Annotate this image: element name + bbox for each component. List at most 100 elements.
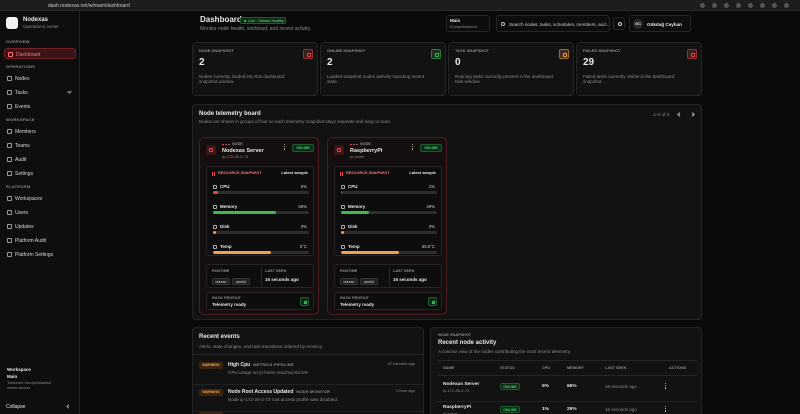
theme-button[interactable]: [613, 17, 625, 30]
nav-item[interactable]: Updates: [4, 221, 76, 232]
resource-sample: Latest sample: [409, 170, 436, 175]
row-last-seen: 16 seconds ago: [605, 384, 637, 389]
metric-bar: [341, 231, 344, 234]
nav-label: Users: [15, 209, 29, 216]
collapse-chevron: [66, 404, 71, 409]
metric-track: [341, 251, 437, 254]
metric-track: [341, 231, 437, 234]
nav-item[interactable]: Events: [4, 101, 76, 112]
activity-eyebrow: NODE SNAPSHOT: [438, 333, 472, 337]
rack-icon: [428, 297, 437, 306]
rack-glyph: [431, 300, 435, 304]
metric-bar-decor: [213, 251, 271, 254]
row-action-dot[interactable]: [665, 406, 667, 408]
search-placeholder: Search nodes, tasks, schedules, members,…: [509, 21, 610, 27]
event-source: NODE MONITOR: [296, 388, 331, 394]
metric-icon: [341, 204, 345, 209]
metric-icon: [213, 184, 217, 189]
row-last-seen: 16 seconds ago: [605, 407, 637, 412]
nav-item[interactable]: Settings: [4, 168, 76, 179]
brand-name: Nodexas: [23, 17, 49, 23]
row-cpu: 5%: [542, 384, 549, 389]
metric-name: Memory: [348, 204, 366, 209]
node-dot: [228, 143, 230, 146]
node-kind: NODE: [360, 142, 371, 146]
sidebar: Nodexas Operations center OVERVIEW Dashboar…: [0, 11, 80, 414]
nav-item[interactable]: Members: [4, 126, 76, 137]
metric-name: Disk: [348, 224, 358, 229]
menu-dot: [284, 148, 286, 150]
pager-prev[interactable]: [677, 112, 682, 117]
nav-icon: [7, 252, 12, 257]
row-name: RaspberryPi: [443, 405, 472, 410]
metric-value: 1%: [428, 184, 435, 189]
row-action-dot[interactable]: [665, 383, 667, 385]
nav-icon: [7, 90, 12, 95]
nav-heading: PLATFORM: [6, 184, 31, 189]
last-seen: 16 seconds ago: [265, 277, 299, 282]
metric-icon: [341, 224, 345, 229]
nav-item[interactable]: Audit: [4, 154, 76, 165]
nav-item[interactable]: Platform Settings: [4, 249, 76, 260]
table-row: RaspberryPi pi-home ONLINE 1% 29% 16 seconds …: [431, 403, 703, 414]
runtime-chip: arm64: [360, 278, 378, 285]
resource-heading: RESOURCE SNAPSHOT: [346, 171, 390, 175]
nav-icon: [7, 143, 12, 148]
snapshot-glyph: [435, 53, 439, 57]
search[interactable]: Search nodes, tasks, schedules, members,…: [496, 15, 610, 32]
nav-item[interactable]: Teams: [4, 140, 76, 151]
telemetry-title: Node telemetry board: [199, 111, 261, 117]
nav-item[interactable]: Workspaces: [4, 193, 76, 204]
event-row[interactable]: WARNING High Cpu METRICS PIPELINE 47 minute…: [193, 359, 423, 385]
metric-value: 5%: [300, 184, 307, 189]
user-menu[interactable]: GC Gökdağ Ceyhan: [629, 15, 691, 32]
nav-label: Platform Audit: [15, 237, 47, 244]
nav-item[interactable]: Dashboard: [4, 48, 76, 59]
nav-icon: [7, 76, 12, 81]
column-header: NAME: [443, 366, 455, 370]
activity-subtitle: A concise view of the nodes contributing…: [438, 349, 571, 354]
metric-bar: [341, 191, 342, 194]
metric-bar: [341, 211, 369, 214]
page-subtitle: Monitor node health, workload, and recen…: [200, 26, 312, 32]
user-name: Gökdağ Ceyhan: [647, 21, 682, 27]
event-row[interactable]: WARNING Node Root Access Updated NODE MONI…: [193, 386, 423, 412]
nav-chevron: [67, 88, 72, 94]
resource-box: RESOURCE SNAPSHOT Latest sample CPU 5% Memor…: [206, 166, 314, 256]
nav-icon: [7, 129, 12, 134]
metric-value: 55.5°C: [421, 244, 435, 249]
event-divider: [193, 384, 423, 385]
workspace-name: Main: [7, 374, 18, 379]
workspace-select[interactable]: Main Europe/Istanbul: [446, 15, 490, 32]
runtime-divider: [389, 268, 390, 286]
metric-bar-decor: [341, 251, 399, 254]
pager-next[interactable]: [690, 112, 695, 117]
nav-item[interactable]: Platform Audit: [4, 235, 76, 246]
nav-label: Events: [15, 103, 31, 110]
snapshot-label: FAILED SNAPSHOT: [583, 48, 621, 53]
event-source: METRICS PIPELINE: [253, 361, 294, 367]
menu-dot[interactable]: [412, 144, 414, 146]
node-dot: [353, 143, 355, 146]
avatar: GC: [633, 19, 643, 29]
rack-value: Telemetry ready: [212, 302, 247, 307]
snapshot-card: TASK SNAPSHOT 0 Running tasks currently pr…: [448, 42, 574, 96]
rack-label: RACK PROFILE: [340, 296, 369, 300]
nav-item[interactable]: Tasks: [4, 87, 76, 98]
metric-icon: [213, 224, 217, 229]
node-host: pi-home: [350, 154, 365, 159]
rack-glyph: [303, 300, 307, 304]
metric-name: CPU: [220, 184, 230, 189]
nav-item[interactable]: Nodes: [4, 73, 76, 84]
snapshot-icon: [687, 49, 697, 59]
nav-item[interactable]: Users: [4, 207, 76, 218]
menu-dot[interactable]: [284, 144, 286, 146]
collapse[interactable]: Collapse: [6, 404, 26, 410]
events-subtitle: Alerts, state changes, and task transiti…: [199, 344, 323, 349]
row-status: ONLINE: [500, 406, 520, 413]
event-row-partial: [199, 412, 223, 414]
node-name: Nodexas Server: [222, 148, 264, 154]
node-card: NODE RaspberryPi pi-home ONLINE RESOURCE SNA…: [327, 137, 447, 315]
event-message: Node ip-172-26-2-73 root access profile …: [228, 397, 339, 402]
